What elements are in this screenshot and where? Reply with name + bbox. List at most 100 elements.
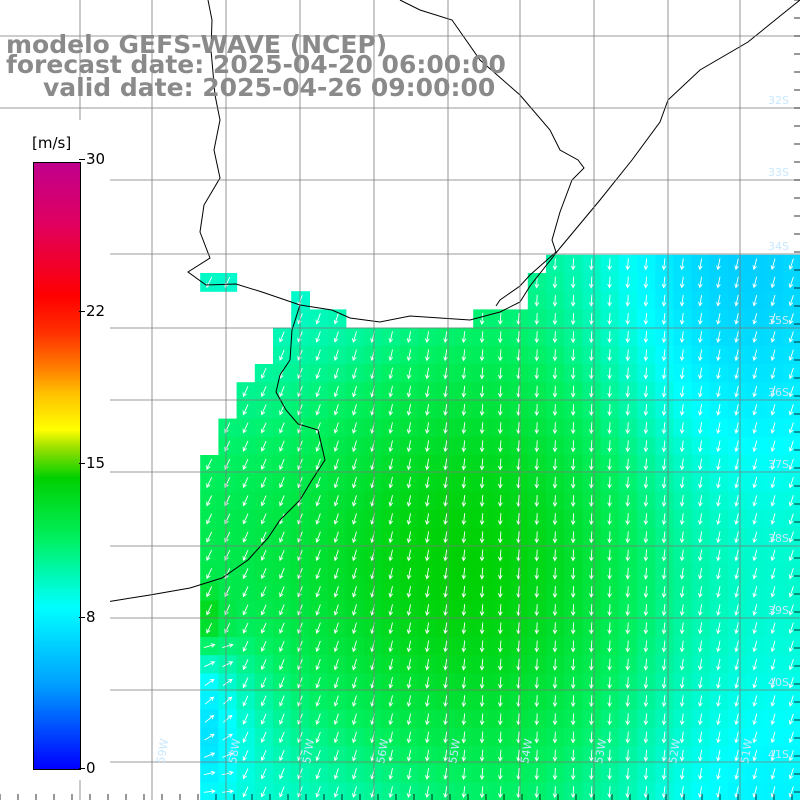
wind-arrow [625,476,631,489]
wind-arrow [479,312,485,325]
coastline-uruguay [399,0,585,307]
wind-arrow [352,749,357,762]
wind-arrow [589,786,594,799]
wind-arrow [497,403,503,416]
wind-arrow [625,367,631,380]
wind-arrow [388,476,394,489]
wind-arrow [734,349,739,362]
latitude-label: 34S [768,240,789,253]
wind-arrow [260,568,267,580]
wind-arrow [534,567,540,580]
wind-arrow [589,331,594,344]
wind-arrow [607,567,612,580]
wind-arrow [260,458,267,470]
wind-arrow [734,713,739,726]
wind-arrow [770,495,776,507]
wind-arrow [443,385,448,398]
wind-arrow [552,276,558,289]
wind-arrow [279,731,285,744]
wind-arrow [352,458,357,471]
wind-arrow [679,404,685,416]
wind-arrow [770,622,776,635]
wind-arrow [661,640,667,653]
wind-arrow [534,276,540,289]
longitude-label: 59W [154,738,171,765]
wind-arrow [570,567,576,580]
wind-arrow [734,440,739,453]
wind-arrow [698,404,703,416]
wind-arrow [625,767,631,780]
wind-arrow [625,440,631,453]
wind-arrow [242,404,249,416]
wind-arrow [388,731,394,744]
wind-arrow [279,531,285,543]
wind-arrow [425,458,430,471]
wind-arrow [607,258,612,271]
wind-arrow [260,586,267,598]
wind-arrow [534,695,540,708]
wind-arrow [497,713,503,726]
wind-arrow [716,586,721,598]
wind-arrow [752,713,758,726]
wind-arrow [315,658,321,671]
wind-arrow [716,458,721,471]
wind-arrow [461,585,467,598]
wind-arrow [534,476,540,489]
wind-arrow [333,367,339,380]
wind-arrow [443,731,448,744]
latitude-label: 38S [768,532,789,545]
wind-arrow [570,695,576,708]
wind-arrow [734,604,739,617]
latitude-label: 37S [768,458,789,471]
wind-arrow [352,367,357,380]
wind-arrow [679,749,685,762]
wind-arrow [497,567,503,580]
wind-arrow [661,622,667,635]
wind-arrow [716,495,721,507]
wind-arrow [661,513,667,526]
wind-arrow [570,549,576,562]
wind-arrow [315,749,321,762]
wind-arrow [206,513,213,525]
wind-arrow [734,276,739,289]
wind-arrow [589,731,594,744]
wind-arrow [589,440,594,453]
wind-arrow [734,404,739,416]
wind-arrow [589,767,594,780]
wind-arrow [752,513,758,525]
wind-arrow [425,768,430,780]
wind-arrow [461,549,467,562]
wind-arrow [770,604,776,616]
wind-arrow [425,367,430,380]
wind-arrow [788,749,794,762]
wind-arrow [279,440,285,452]
wind-arrow [479,549,485,562]
wind-arrow [679,604,685,617]
wind-arrow [770,586,776,598]
wind-arrow [260,531,267,543]
wind-arrow [352,549,357,562]
wind-arrow [534,403,540,416]
wind-arrow [461,531,467,544]
wind-arrow [643,367,649,380]
wind-arrow [698,331,703,344]
wind-arrow [716,276,721,289]
wind-arrow [752,349,758,362]
wind-arrow [770,549,776,562]
wind-arrow [333,640,339,653]
wind-arrow [698,531,703,544]
wind-arrow [443,367,448,380]
wind-arrow [589,494,594,507]
wind-arrow [279,349,285,361]
wind-arrow [734,549,739,562]
wind-arrow [679,768,685,780]
wind-arrow [333,658,339,671]
wind-arrow [661,604,667,617]
wind-arrow [643,440,649,453]
wind-arrow [607,658,612,671]
wind-arrow [425,331,430,344]
wind-arrow [643,476,649,489]
wind-arrow [679,713,685,726]
wind-arrow [461,786,467,799]
wind-arrow [552,440,558,453]
